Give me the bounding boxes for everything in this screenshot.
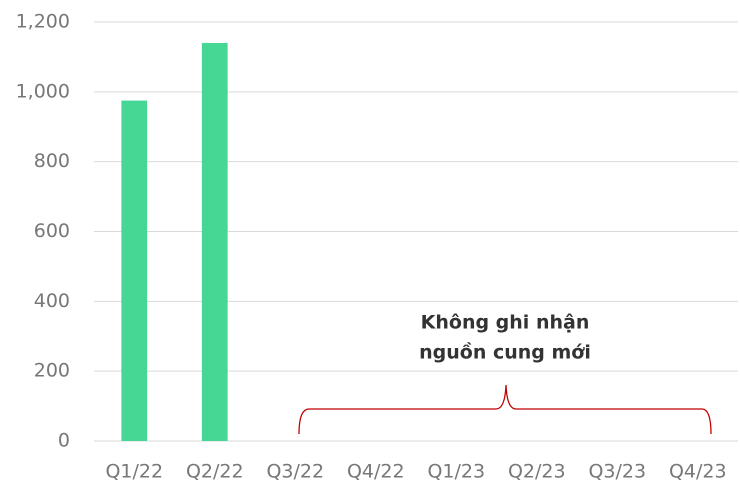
annotation: nguồn cung mới bbox=[419, 341, 591, 364]
x-tick-label: Q4/23 bbox=[669, 461, 727, 483]
bar bbox=[201, 42, 228, 441]
annotation: Không ghi nhận bbox=[421, 312, 590, 334]
x-tick-label: Q2/22 bbox=[186, 461, 244, 483]
x-tick-label: Q2/23 bbox=[508, 461, 566, 483]
y-tick-label: 800 bbox=[34, 150, 70, 172]
x-tick-label: Q1/23 bbox=[427, 461, 485, 483]
x-tick-label: Q3/22 bbox=[266, 461, 324, 483]
y-tick-label: 1,000 bbox=[16, 80, 70, 102]
x-tick-label: Q4/22 bbox=[347, 461, 405, 483]
y-tick-label: 0 bbox=[58, 430, 70, 452]
y-tick-label: 200 bbox=[34, 360, 70, 382]
bar bbox=[121, 100, 148, 441]
x-tick-label: Q1/22 bbox=[105, 461, 163, 483]
y-tick-label: 1,200 bbox=[16, 11, 70, 33]
y-tick-label: 400 bbox=[34, 290, 70, 312]
y-tick-label: 600 bbox=[34, 220, 70, 242]
brace bbox=[298, 384, 712, 435]
x-tick-label: Q3/23 bbox=[588, 461, 646, 483]
